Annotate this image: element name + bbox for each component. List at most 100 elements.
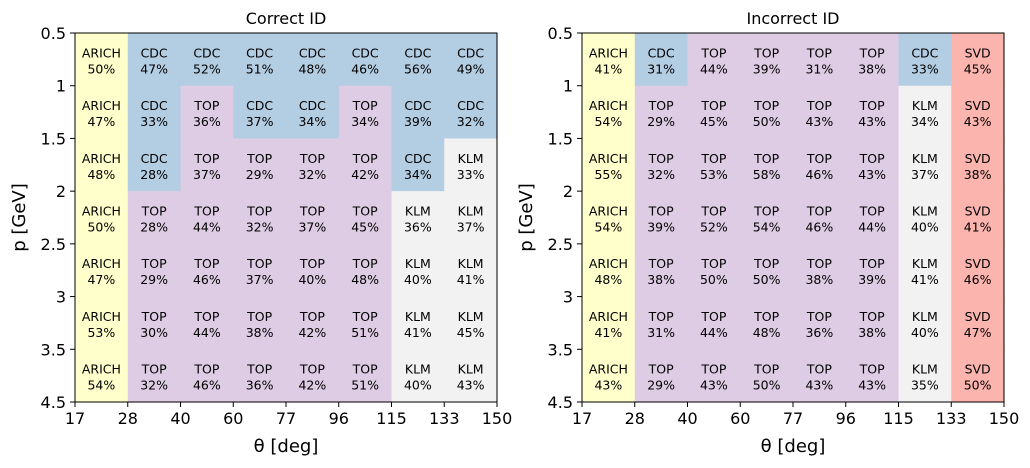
heatmap-cell: [687, 243, 741, 298]
heatmap-cell: [845, 191, 900, 245]
cell-percent-label: 39%: [404, 114, 432, 129]
cell-detector-label: TOP: [700, 151, 726, 166]
heatmap-cell: [898, 296, 952, 350]
cell-detector-label: CDC: [193, 45, 220, 60]
cell-detector-label: TOP: [193, 256, 219, 271]
cell-detector-label: TOP: [700, 204, 726, 219]
cell-detector-label: ARICH: [589, 98, 628, 113]
heatmap-cell: [391, 243, 445, 298]
x-axis-label: θ [deg]: [761, 436, 826, 457]
heatmap-cell: [338, 138, 393, 192]
heatmap-cell: [793, 349, 847, 403]
heatmap-cell: [687, 191, 741, 245]
heatmap-cell: [233, 85, 287, 140]
cell-percent-label: 43%: [805, 114, 833, 129]
y-tick-label: 2.5: [548, 235, 573, 254]
x-tick-label: 28: [625, 409, 645, 428]
cell-detector-label: KLM: [912, 362, 938, 377]
x-tick-label: 28: [118, 409, 138, 428]
cell-percent-label: 40%: [298, 272, 326, 287]
cell-percent-label: 41%: [404, 325, 432, 340]
heatmap-cell: [75, 191, 129, 245]
y-tick-label: 3: [563, 288, 573, 307]
cell-detector-label: CDC: [141, 151, 168, 166]
x-tick-label: 60: [730, 409, 750, 428]
cell-percent-label: 43%: [964, 114, 992, 129]
cell-percent-label: 50%: [700, 272, 728, 287]
y-tick-label: 2: [56, 182, 66, 201]
y-tick-label: 1: [56, 77, 66, 96]
heatmap-cell: [391, 191, 445, 245]
cell-detector-label: SVD: [965, 309, 991, 324]
heatmap-cell: [127, 243, 182, 298]
cell-detector-label: CDC: [299, 98, 326, 113]
cell-detector-label: KLM: [912, 309, 938, 324]
cell-detector-label: ARICH: [82, 256, 121, 271]
heatmap-cell: [634, 191, 689, 245]
cell-percent-label: 40%: [911, 325, 939, 340]
cell-detector-label: TOP: [700, 362, 726, 377]
cell-detector-label: TOP: [648, 151, 674, 166]
cell-percent-label: 31%: [647, 325, 675, 340]
y-tick-label: 3.5: [41, 340, 66, 359]
heatmap-cell: [391, 296, 445, 350]
chart-title: Incorrect ID: [746, 9, 839, 28]
heatmap-cell: [951, 296, 1005, 350]
cell-detector-label: TOP: [299, 204, 325, 219]
cell-percent-label: 28%: [140, 167, 168, 182]
heatmap-cell: [634, 243, 689, 298]
cell-detector-label: CDC: [352, 45, 379, 60]
x-tick-label: 60: [223, 409, 243, 428]
cell-detector-label: KLM: [912, 98, 938, 113]
y-tick-label: 4.5: [41, 393, 66, 412]
cell-detector-label: TOP: [753, 256, 779, 271]
heatmap-cell: [951, 138, 1005, 192]
heatmap-cell: [582, 349, 636, 403]
cell-percent-label: 29%: [246, 167, 274, 182]
cell-percent-label: 32%: [140, 378, 168, 393]
heatmap-cell: [898, 349, 952, 403]
x-tick-label: 96: [329, 409, 349, 428]
heatmap-cell: [180, 243, 234, 298]
cell-percent-label: 47%: [87, 272, 115, 287]
cell-detector-label: SVD: [965, 204, 991, 219]
cell-percent-label: 55%: [594, 167, 622, 182]
cell-percent-label: 36%: [805, 325, 833, 340]
cell-percent-label: 54%: [594, 220, 622, 235]
heatmap-cell: [286, 138, 340, 192]
heatmap-cell: [582, 33, 636, 87]
cell-percent-label: 50%: [753, 114, 781, 129]
x-tick-label: 115: [883, 409, 914, 428]
cell-detector-label: TOP: [859, 362, 885, 377]
cell-percent-label: 44%: [193, 220, 221, 235]
cell-percent-label: 34%: [351, 114, 379, 129]
cell-detector-label: TOP: [299, 309, 325, 324]
heatmap-cell: [793, 33, 847, 87]
heatmap-cell: [127, 296, 182, 350]
cell-percent-label: 53%: [87, 325, 115, 340]
cell-percent-label: 32%: [298, 167, 326, 182]
cell-detector-label: ARICH: [82, 151, 121, 166]
cell-percent-label: 54%: [594, 114, 622, 129]
cell-percent-label: 38%: [858, 61, 886, 76]
cell-percent-label: 40%: [404, 272, 432, 287]
heatmap-cell: [391, 33, 445, 87]
cell-detector-label: TOP: [193, 309, 219, 324]
cell-percent-label: 31%: [647, 61, 675, 76]
cell-detector-label: TOP: [806, 151, 832, 166]
cell-percent-label: 43%: [805, 378, 833, 393]
cell-percent-label: 40%: [911, 220, 939, 235]
heatmap-cell: [75, 349, 129, 403]
cell-percent-label: 49%: [457, 61, 485, 76]
cell-percent-label: 50%: [87, 61, 115, 76]
heatmap-cell: [687, 85, 741, 140]
cell-percent-label: 37%: [193, 167, 221, 182]
cell-detector-label: TOP: [648, 309, 674, 324]
x-tick-label: 133: [936, 409, 967, 428]
heatmap-cell: [634, 33, 689, 87]
cell-percent-label: 37%: [246, 272, 274, 287]
heatmap-cell: [180, 138, 234, 192]
heatmap-cell: [444, 243, 498, 298]
cell-detector-label: KLM: [405, 256, 431, 271]
cell-detector-label: TOP: [806, 309, 832, 324]
